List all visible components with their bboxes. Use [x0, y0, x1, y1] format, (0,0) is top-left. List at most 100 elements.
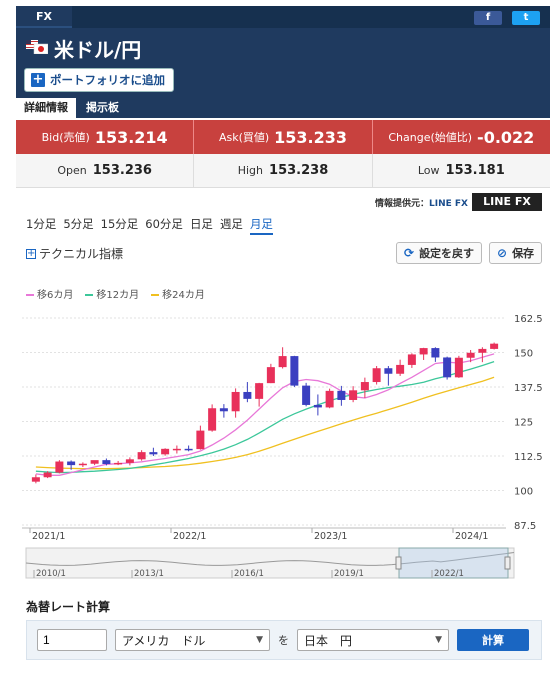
x-tick-label: 2023/1 [314, 531, 347, 542]
legend-ma6[interactable]: 移6カ月 [26, 286, 73, 301]
ask-label: Ask(買値) [218, 131, 270, 144]
calculate-button[interactable]: 計算 [457, 629, 529, 651]
tab-details[interactable]: 詳細情報 [16, 98, 76, 118]
open-cell: Open 153.236 [16, 154, 195, 187]
connector-label: を [278, 634, 289, 647]
legend-ma12-label: 移12カ月 [96, 290, 140, 301]
low-value: 153.181 [445, 163, 505, 178]
change-label: Change(始値比) [388, 131, 473, 144]
candle-body [278, 356, 287, 368]
candle-body [67, 461, 76, 466]
period-weekly[interactable]: 週足 [219, 217, 243, 231]
candle-body [349, 390, 358, 400]
period-60min[interactable]: 60分足 [145, 217, 183, 231]
high-cell: High 153.238 [194, 154, 373, 187]
bid-cell: Bid(売値) 153.214 [16, 120, 195, 154]
x-tick-label: 2021/1 [32, 531, 65, 542]
provider-source[interactable]: LINE FX [429, 199, 468, 209]
candle-body [302, 385, 311, 405]
facebook-share-icon[interactable]: f [474, 11, 502, 25]
line-fx-logo[interactable]: LINE FX [472, 193, 542, 211]
twitter-share-icon[interactable]: t [512, 11, 540, 25]
amount-input[interactable] [37, 629, 107, 651]
navigator-handle-left [395, 556, 402, 570]
navigator-tick-label: 2013/1 [134, 569, 164, 579]
period-1min[interactable]: 1分足 [26, 217, 57, 231]
high-value: 153.238 [269, 163, 329, 178]
candle-body [243, 391, 252, 399]
x-tick-label: 2024/1 [455, 531, 488, 542]
open-label: Open [57, 164, 87, 177]
y-tick-label: 100 [514, 487, 533, 498]
us-jp-flag-icon [26, 40, 48, 54]
y-tick-label: 137.5 [514, 383, 543, 394]
navigator-line [25, 552, 515, 566]
navigator-tick-label: 2010/1 [36, 569, 66, 579]
candle-body [208, 408, 217, 431]
candle-body [219, 408, 228, 412]
navigator-tick-label: 2022/1 [434, 569, 464, 579]
candle-body [125, 459, 134, 463]
period-daily[interactable]: 日足 [189, 217, 213, 231]
candle-body [360, 382, 369, 391]
y-tick-label: 87.5 [514, 521, 536, 532]
navigator-frame [25, 547, 515, 579]
candle-body [454, 357, 463, 378]
chevron-down-icon: ▼ [435, 635, 442, 645]
candle-body [255, 383, 264, 399]
candle-body [478, 348, 487, 353]
high-label: High [237, 164, 264, 177]
reset-settings-button[interactable]: ⟳ 設定を戻す [396, 242, 483, 264]
provider-label: 情報提供元： [375, 199, 430, 209]
legend-ma12-swatch [85, 294, 94, 296]
open-value: 153.236 [92, 163, 152, 178]
quote-row: Bid(売値) 153.214 Ask(買値) 153.233 Change(始… [16, 120, 550, 154]
legend-ma24-label: 移24カ月 [162, 290, 205, 301]
ask-value: 153.233 [274, 127, 348, 147]
y-tick-label: 162.5 [514, 314, 543, 325]
plus-icon: + [31, 72, 45, 87]
fx-header: FX f t 米ドル/円 + ポートフォリオに追加 詳細情報 掲示板 [16, 6, 550, 118]
period-15min[interactable]: 15分足 [100, 217, 139, 231]
period-5min[interactable]: 5分足 [63, 217, 94, 231]
candlestick-chart[interactable]: 87.5 100 112.5 125 137.5 150 162.5 2021/1 2022/1… [16, 300, 550, 590]
period-monthly[interactable]: 月足 [249, 216, 273, 235]
legend-ma12[interactable]: 移12カ月 [85, 286, 139, 301]
header-strip: f t [72, 6, 550, 28]
bid-label: Bid(売値) [41, 131, 90, 144]
legend-ma6-label: 移6カ月 [37, 290, 74, 301]
candle-body [490, 343, 499, 349]
y-tick-label: 112.5 [514, 452, 543, 463]
pair-title: 米ドル/円 [54, 38, 142, 62]
candle-body [43, 472, 52, 478]
tab-board[interactable]: 掲示板 [86, 101, 119, 114]
ma6-line [35, 353, 495, 476]
to-currency-select[interactable]: 日本 円 ▼ [297, 629, 449, 651]
y-tick-label: 125 [514, 418, 533, 429]
fx-tab[interactable]: FX [16, 6, 72, 28]
add-portfolio-label: ポートフォリオに追加 [50, 73, 165, 87]
chevron-down-icon: ▼ [256, 635, 263, 645]
candle-body [266, 367, 275, 384]
expand-plus-icon: + [26, 247, 36, 259]
add-portfolio-button[interactable]: + ポートフォリオに追加 [24, 68, 174, 92]
candle-body [196, 430, 205, 450]
candle-body [137, 452, 146, 460]
ma12-line [35, 360, 495, 474]
chart-legend: 移6カ月 移12カ月 移24カ月 [26, 286, 205, 301]
candle-body [31, 477, 40, 482]
candle-body [161, 448, 170, 455]
save-button[interactable]: ⊘ 保存 [489, 242, 543, 264]
candle-body [55, 461, 64, 473]
candle-body [149, 452, 158, 455]
legend-ma24[interactable]: 移24カ月 [151, 286, 205, 301]
candle-body [172, 448, 181, 451]
reset-label: 設定を戻す [419, 247, 475, 260]
y-tick-label: 150 [514, 349, 533, 360]
calculator-title: 為替レート計算 [26, 600, 111, 614]
from-currency-select[interactable]: アメリカ ドル ▼ [115, 629, 270, 651]
candle-body [419, 348, 428, 355]
from-currency-value: アメリカ ドル [122, 633, 206, 648]
technical-indicator-toggle[interactable]: + テクニカル指標 [26, 245, 123, 262]
candle-body [102, 460, 111, 465]
